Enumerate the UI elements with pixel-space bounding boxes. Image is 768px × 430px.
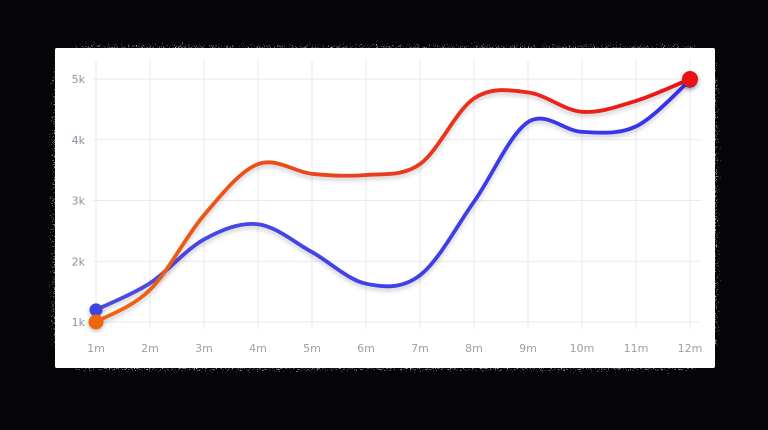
series-end-dot-red [682, 71, 698, 87]
y-axis-tick-label: 3k [72, 195, 86, 208]
y-axis-tick-label: 5k [72, 73, 86, 86]
x-axis-tick-label: 4m [249, 342, 267, 355]
x-axis-tick-label: 5m [303, 342, 321, 355]
series-start-dot-red [88, 314, 104, 330]
series-line-blue [94, 78, 692, 312]
x-axis-tick-label: 3m [195, 342, 213, 355]
chart-card: 1k 2k 3k 4k 5k 1m 2m 3m 4m 5m 6m 7m 8m 9m 10m 11m 12m [55, 48, 715, 368]
series-line-red [94, 77, 692, 324]
line-chart: 1k 2k 3k 4k 5k 1m 2m 3m 4m 5m 6m 7m 8m 9m 10m 11m 12m [72, 60, 703, 355]
y-axis-tick-label: 2k [72, 255, 86, 268]
x-axis-tick-label: 7m [411, 342, 429, 355]
x-axis-tick-label: 12m [678, 342, 703, 355]
x-axis-tick-label: 10m [570, 342, 595, 355]
x-axis-tick-label: 11m [624, 342, 649, 355]
x-axis-tick-label: 8m [465, 342, 483, 355]
y-axis-tick-label: 1k [72, 316, 86, 329]
x-axis-tick-label: 1m [87, 342, 105, 355]
x-axis-tick-label: 2m [141, 342, 159, 355]
y-axis-tick-label: 4k [72, 134, 86, 147]
x-axis-tick-label: 6m [357, 342, 375, 355]
series-start-dot-blue [89, 303, 103, 317]
x-axis-tick-label: 9m [519, 342, 537, 355]
